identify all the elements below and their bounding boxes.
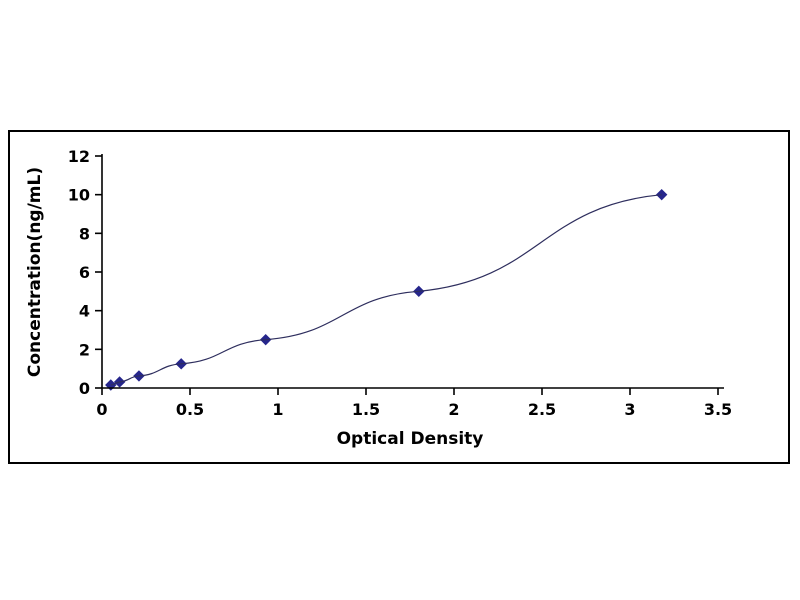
x-tick-label: 0.5 [176,400,204,419]
chart-frame: 12 10 8 6 4 2 0 3.5 3 2.5 2 1.5 1 0.5 0 Optical Densit… [8,130,790,464]
x-tick-label: 1 [272,400,283,419]
x-axis-title: Optical Density [337,429,484,449]
x-tick-label: 3 [624,400,635,419]
y-tick-label: 10 [68,186,90,205]
y-tick-label: 0 [79,379,90,398]
x-tick-label: 2.5 [528,400,556,419]
x-tick-label: 0 [96,400,107,419]
y-tick-label: 2 [79,340,90,359]
x-tick-label: 2 [448,400,459,419]
y-tick-label: 8 [79,224,90,243]
x-tick-label: 1.5 [352,400,380,419]
y-tick-label: 4 [79,302,90,321]
y-tick-label: 6 [79,263,90,282]
y-axis-title: Concentration(ng/mL) [25,167,45,377]
x-tick-label: 3.5 [704,400,732,419]
y-tick-label: 12 [68,147,90,166]
standard-curve-chart: 12 10 8 6 4 2 0 3.5 3 2.5 2 1.5 1 0.5 0 Optical Densit… [25,147,732,449]
series-line [110,194,662,386]
